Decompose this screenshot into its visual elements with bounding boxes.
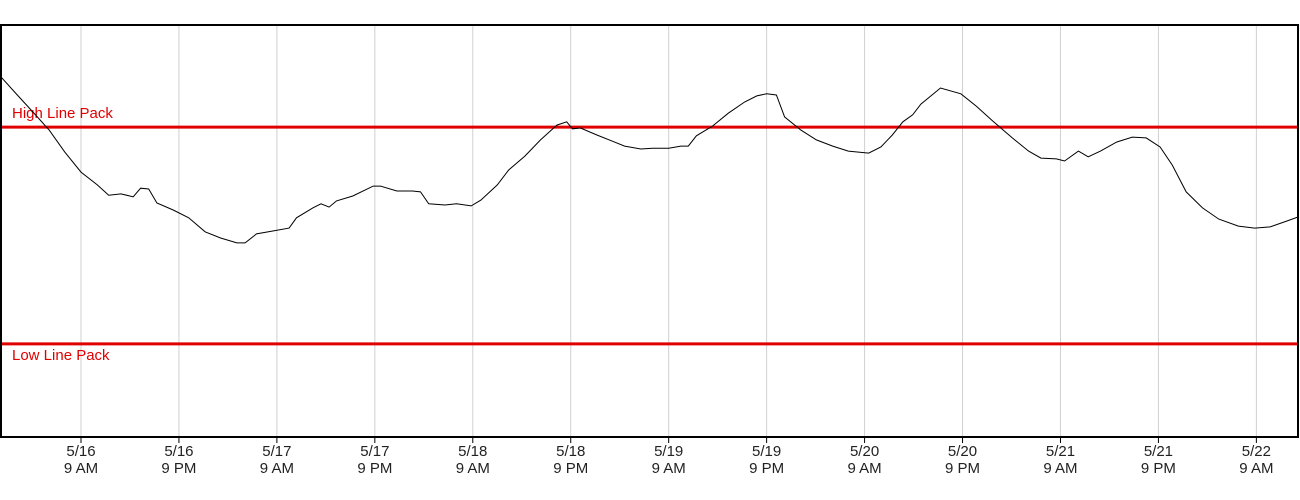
plot-frame: [0, 24, 1299, 438]
x-tick-label: 5/19 9 PM: [749, 443, 784, 477]
x-tick-label: 5/19 9 AM: [652, 443, 686, 477]
x-tick-label: 5/18 9 AM: [456, 443, 490, 477]
x-tick-label: 5/20 9 AM: [847, 443, 881, 477]
x-tick-label: 5/22 9 AM: [1239, 443, 1273, 477]
x-tick-label: 5/18 9 PM: [553, 443, 588, 477]
x-tick-label: 5/17 9 PM: [357, 443, 392, 477]
data-line: [0, 76, 1299, 244]
x-tick-label: 5/16 9 AM: [64, 443, 98, 477]
x-tick-label: 5/21 9 PM: [1141, 443, 1176, 477]
reference-label: High Line Pack: [12, 105, 113, 122]
reference-label: Low Line Pack: [12, 347, 110, 364]
x-tick-label: 5/16 9 PM: [161, 443, 196, 477]
x-tick-label: 5/20 9 PM: [945, 443, 980, 477]
x-tick-label: 5/21 9 AM: [1043, 443, 1077, 477]
x-tick-label: 5/17 9 AM: [260, 443, 294, 477]
